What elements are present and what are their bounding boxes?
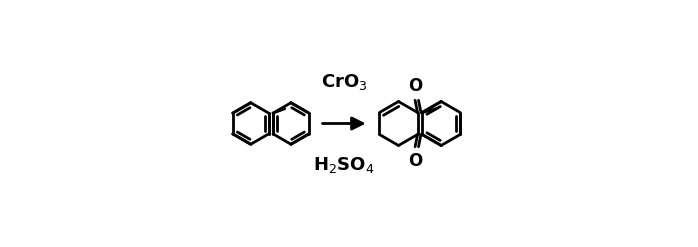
- Text: O: O: [408, 152, 422, 170]
- Text: H$_2$SO$_4$: H$_2$SO$_4$: [313, 155, 375, 175]
- Text: CrO$_3$: CrO$_3$: [321, 72, 367, 92]
- Text: O: O: [408, 77, 422, 95]
